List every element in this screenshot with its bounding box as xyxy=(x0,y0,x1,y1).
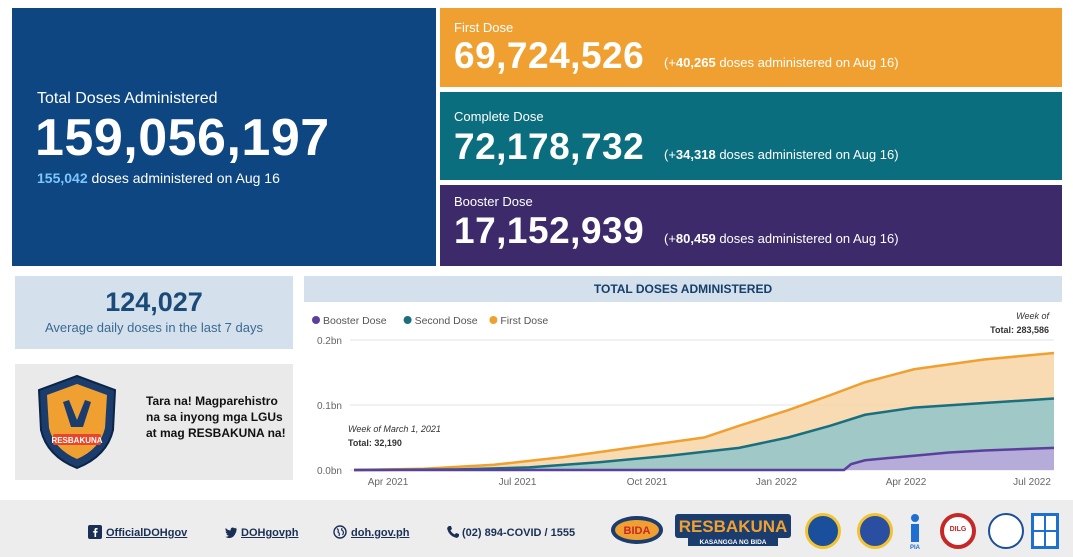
line-first-dose xyxy=(353,351,1055,472)
complete-dose-delta-value: 34,318 xyxy=(675,147,716,162)
y-tick-label: 0.1bn xyxy=(317,401,342,412)
legend-label: Booster Dose xyxy=(323,315,387,327)
undp-logo-icon xyxy=(1031,513,1059,549)
area-booster-dose xyxy=(354,447,1054,470)
area-second-dose xyxy=(354,398,1054,470)
total-daily-text: doses administered on Aug 16 xyxy=(91,170,280,186)
x-tick-label: Jul 2022 xyxy=(1013,477,1051,488)
first-dose-value: 69,724,526 xyxy=(454,35,645,76)
chart-title: TOTAL DOSES ADMINISTERED xyxy=(304,276,1062,302)
x-tick-label: Jul 2021 xyxy=(499,477,537,488)
resbakuna-logo-text: RESBAKUNA xyxy=(679,517,788,536)
delta-suffix: doses administered on Aug 16) xyxy=(719,55,899,70)
twitter-link[interactable]: DOHgovph xyxy=(241,527,299,539)
website-link[interactable]: doh.gov.ph xyxy=(351,527,410,539)
total-doses-card: Total Doses Administered 159,056,197 155… xyxy=(12,8,436,266)
promo-logo-text: RESBAKUNA xyxy=(51,436,102,445)
annotation-week: Week of March 1, 2021 xyxy=(348,424,441,434)
annotation-week: Week of xyxy=(1016,311,1050,321)
legend-label: First Dose xyxy=(500,315,548,327)
facebook-icon xyxy=(88,525,102,539)
y-tick-label: 0.0bn xyxy=(317,466,342,477)
booster-dose-card: Booster Dose 17,152,939 (+80,459 doses a… xyxy=(440,185,1062,266)
bida-logo-icon: BIDA xyxy=(611,516,663,544)
first-dose-label: First Dose xyxy=(454,20,514,35)
dilg-seal-icon: DILG xyxy=(940,513,976,549)
phone-icon xyxy=(447,526,459,538)
complete-dose-card: Complete Dose 72,178,732 (+34,318 doses … xyxy=(440,92,1062,180)
booster-dose-delta-value: 80,459 xyxy=(675,231,716,246)
promo-message: Tara na! Magparehistro na sa inyong mga … xyxy=(146,394,286,440)
phone-number: (02) 894-COVID / 1555 xyxy=(462,527,576,539)
resbakuna-logo-subtext: KASANGGA NG BIDA xyxy=(700,539,767,546)
resbakuna-logo-icon: RESBAKUNA KASANGGA NG BIDA xyxy=(675,514,791,546)
facebook-link[interactable]: OfficialDOHgov xyxy=(106,527,188,539)
average-doses-value: 124,027 xyxy=(105,287,203,317)
x-tick-label: Apr 2021 xyxy=(368,477,409,488)
pia-logo-icon: PIA xyxy=(910,514,921,551)
delta-suffix: doses administered on Aug 16) xyxy=(719,147,899,162)
globe-icon xyxy=(333,525,347,539)
pia-logo-text: PIA xyxy=(910,545,921,551)
doses-chart: TOTAL DOSES ADMINISTERED 0.0bn 0.1bn 0.2bn… xyxy=(304,276,1062,490)
booster-dose-value: 17,152,939 xyxy=(454,210,645,251)
complete-dose-delta: (+34,318 doses administered on Aug 16) xyxy=(664,147,899,162)
average-doses-card: 124,027 Average daily doses in the last … xyxy=(15,276,293,349)
bida-logo-text: BIDA xyxy=(624,525,651,537)
doh-seal-icon xyxy=(805,513,841,549)
delta-prefix: (+ xyxy=(664,55,676,70)
footer: OfficialDOHgov DOHgovph doh.gov.ph (02) … xyxy=(0,500,1073,557)
government-seal-icon xyxy=(857,513,893,549)
legend-marker xyxy=(312,316,320,324)
booster-dose-label: Booster Dose xyxy=(454,194,533,209)
delta-suffix: doses administered on Aug 16) xyxy=(719,231,899,246)
total-doses-daily: 155,042 doses administered on Aug 16 xyxy=(37,170,280,186)
delta-prefix: (+ xyxy=(664,231,676,246)
annotation-total: Total: 283,586 xyxy=(990,325,1049,335)
booster-dose-delta: (+80,459 doses administered on Aug 16) xyxy=(664,231,899,246)
first-dose-card: First Dose 69,724,526 (+40,265 doses adm… xyxy=(440,8,1062,87)
complete-dose-value: 72,178,732 xyxy=(454,126,645,167)
legend-marker xyxy=(403,316,412,324)
resbakuna-promo-card: RESBAKUNA Tara na! Magparehistro na sa i… xyxy=(15,364,293,480)
first-dose-delta-value: 40,265 xyxy=(675,55,716,70)
first-dose-delta: (+40,265 doses administered on Aug 16) xyxy=(664,55,899,70)
ph-seal-icon xyxy=(988,513,1024,549)
x-tick-label: Jan 2022 xyxy=(756,477,798,488)
dilg-seal-text: DILG xyxy=(949,526,967,533)
legend-label: Second Dose xyxy=(415,315,478,327)
resbakuna-shield-icon: RESBAKUNA xyxy=(37,374,117,470)
legend-marker xyxy=(489,316,498,324)
line-booster-dose xyxy=(354,446,1055,472)
delta-prefix: (+ xyxy=(664,147,676,162)
line-second-dose xyxy=(353,397,1055,472)
y-tick-label: 0.2bn xyxy=(317,336,342,347)
total-doses-label: Total Doses Administered xyxy=(37,90,218,107)
complete-dose-label: Complete Dose xyxy=(454,109,544,124)
total-doses-value: 159,056,197 xyxy=(35,109,330,167)
total-daily-value: 155,042 xyxy=(37,170,88,186)
average-doses-label: Average daily doses in the last 7 days xyxy=(44,320,263,335)
twitter-icon xyxy=(225,527,238,539)
x-tick-label: Apr 2022 xyxy=(886,477,927,488)
annotation-total: Total: 32,190 xyxy=(348,438,402,448)
x-tick-label: Oct 2021 xyxy=(627,477,668,488)
chart-plot: 0.0bn 0.1bn 0.2bn Apr 2021 Jul 2021 Oct 2021 J… xyxy=(312,311,1055,488)
